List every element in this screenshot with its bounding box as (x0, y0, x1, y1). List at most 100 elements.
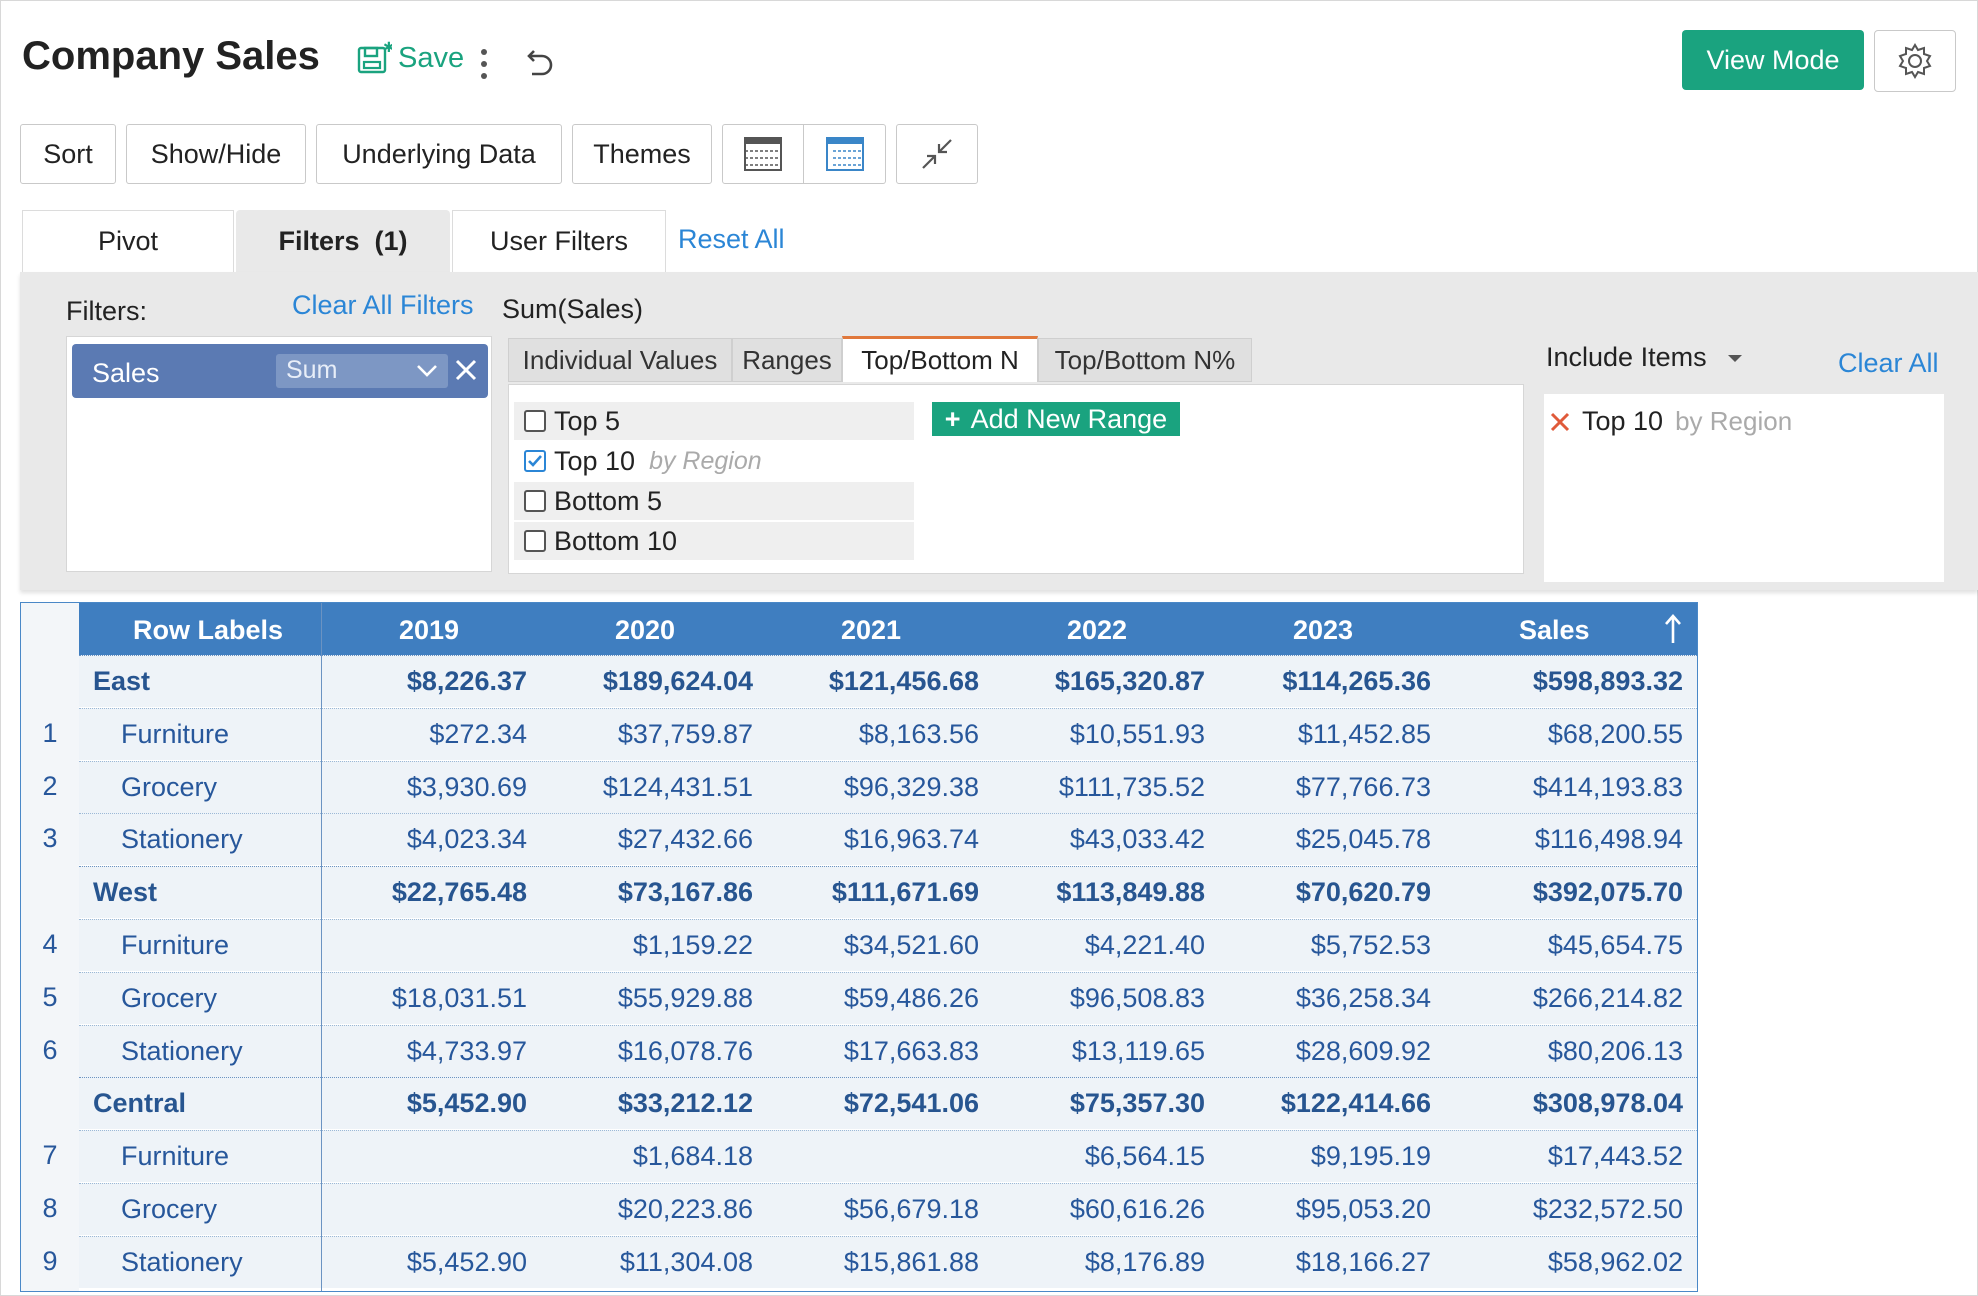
sort-button[interactable]: Sort (20, 124, 116, 184)
table-row[interactable]: Grocery $3,930.69 $124,431.51 $96,329.38 $11… (79, 760, 1697, 813)
tab-user-filters[interactable]: User Filters (452, 210, 666, 272)
view-mode-button[interactable]: View Mode (1682, 30, 1864, 90)
subtab-ranges[interactable]: Ranges (732, 338, 842, 382)
table-row[interactable]: Stationery $4,023.34 $27,432.66 $16,963.74 $… (79, 813, 1697, 866)
value-cell: $60,616.26 (1069, 1194, 1205, 1224)
subtab-top-bottom-n[interactable]: Top/Bottom N (842, 336, 1038, 382)
show-hide-button[interactable]: Show/Hide (126, 124, 306, 184)
table-row[interactable]: Stationery $4,733.97 $16,078.76 $17,663.83 $… (79, 1024, 1697, 1077)
value-cell: $20,223.86 (617, 1194, 753, 1224)
value-cell: $13,119.65 (1071, 1035, 1205, 1066)
value-cell: $80,206.13 (1547, 1035, 1683, 1066)
row-number: 3 (42, 823, 58, 854)
save-label: Save (398, 41, 465, 74)
table-row[interactable]: Furniture $1,684.18 $6,564.15 $9,195.19 $17,… (79, 1130, 1697, 1183)
value-cell: $18,166.27 (1295, 1246, 1431, 1277)
tab-pivot[interactable]: Pivot (22, 210, 234, 272)
table-layout-button[interactable] (722, 124, 804, 184)
header-2023[interactable]: 2023 (1293, 615, 1354, 645)
remove-filter-icon[interactable] (454, 358, 478, 382)
value-cell: $72,541.06 (843, 1088, 979, 1119)
value-cell: $392,075.70 (1532, 877, 1683, 908)
group-row[interactable]: West $22,765.48 $73,167.86 $111,671.69 $113,… (79, 866, 1697, 919)
table-row[interactable]: Grocery $18,031.51 $55,929.88 $59,486.26 $96… (79, 971, 1697, 1024)
value-cell: $8,226.37 (406, 666, 527, 696)
include-items-dropdown[interactable]: Include Items (1546, 342, 1745, 373)
option-bottom-10[interactable]: Bottom 10 (514, 522, 914, 560)
option-suffix: by Region (649, 446, 762, 475)
value-cell: $75,357.30 (1069, 1088, 1205, 1119)
clear-all-filters-link[interactable]: Clear All Filters (292, 290, 474, 320)
row-label: Stationery (121, 824, 243, 855)
value-cell: $4,221.40 (1084, 930, 1205, 960)
value-cell: $189,624.04 (602, 666, 753, 696)
value-cell: $18,031.51 (391, 982, 527, 1013)
tab-filters[interactable]: Filters (1) (236, 210, 450, 272)
sort-ascending-icon[interactable] (1663, 613, 1683, 645)
checkbox[interactable] (524, 490, 546, 512)
header-sales[interactable]: Sales (1519, 615, 1590, 645)
reset-all-link[interactable]: Reset All (678, 224, 785, 254)
value-cell: $56,679.18 (843, 1194, 979, 1224)
value-cell: $68,200.55 (1547, 718, 1683, 749)
subtab-individual-values[interactable]: Individual Values (508, 338, 732, 382)
included-item: Top 10 by Region (1548, 406, 1792, 437)
header-2020[interactable]: 2020 (615, 615, 676, 645)
value-cell: $414,193.83 (1532, 771, 1683, 802)
value-cell: $28,609.92 (1295, 1035, 1431, 1066)
value-cell: $121,456.68 (828, 666, 979, 696)
row-label: Furniture (121, 930, 230, 960)
table-row[interactable]: Grocery $20,223.86 $56,679.18 $60,616.26 $95… (79, 1183, 1697, 1235)
more-options-icon[interactable] (474, 44, 494, 84)
aggregation-dropdown[interactable]: Sum (276, 354, 448, 388)
row-label: Grocery (121, 982, 218, 1013)
row-label: Grocery (121, 771, 218, 802)
row-number: 6 (42, 1034, 58, 1065)
add-new-range-button[interactable]: + Add New Range (932, 402, 1180, 436)
group-row[interactable]: East $8,226.37 $189,624.04 $121,456.68 $165,… (79, 655, 1697, 707)
option-top-10[interactable]: Top 10 by Region (514, 442, 914, 480)
row-label: Furniture (121, 1141, 230, 1172)
value-cell: $58,962.02 (1547, 1246, 1683, 1277)
included-item-suffix: by Region (1675, 406, 1793, 436)
table-row[interactable]: Furniture $1,159.22 $34,521.60 $4,221.40 $5,… (79, 919, 1697, 971)
option-top-5[interactable]: Top 5 (514, 402, 914, 440)
sales-filter-pill[interactable]: Sales Sum (72, 344, 488, 398)
subtab-top-bottom-n-percent[interactable]: Top/Bottom N% (1038, 338, 1252, 382)
compact-layout-button[interactable] (804, 124, 886, 184)
clear-all-link[interactable]: Clear All (1838, 348, 1939, 378)
value-cell: $27,432.66 (617, 824, 753, 855)
settings-button[interactable] (1874, 30, 1956, 92)
value-cell: $5,452.90 (406, 1088, 527, 1119)
value-cell: $272.34 (429, 718, 527, 749)
option-bottom-5[interactable]: Bottom 5 (514, 482, 914, 520)
undo-icon[interactable] (520, 46, 556, 82)
value-cell: $96,508.83 (1069, 982, 1205, 1013)
checkbox[interactable] (524, 530, 546, 552)
option-label: Top 5 (554, 405, 621, 436)
underlying-data-button[interactable]: Underlying Data (316, 124, 562, 184)
group-row[interactable]: Central $5,452.90 $33,212.12 $72,541.06 $75,… (79, 1077, 1697, 1130)
header-2019[interactable]: 2019 (399, 615, 460, 645)
included-item-label: Top 10 (1582, 406, 1664, 436)
header-2022[interactable]: 2022 (1067, 615, 1128, 645)
value-cell: $122,414.66 (1280, 1088, 1431, 1119)
checkbox-checked[interactable] (524, 450, 546, 472)
row-label: Stationery (121, 1246, 243, 1277)
value-cell: $11,304.08 (619, 1246, 753, 1277)
value-cell: $6,564.15 (1084, 1141, 1205, 1172)
remove-item-icon[interactable] (1548, 410, 1572, 434)
themes-button[interactable]: Themes (572, 124, 712, 184)
header-row-labels[interactable]: Row Labels (133, 615, 284, 645)
save-button[interactable]: ✱ Save (356, 40, 464, 76)
value-cell: $37,759.87 (617, 718, 753, 749)
header-2021[interactable]: 2021 (841, 615, 902, 645)
check-icon (528, 455, 542, 467)
table-row[interactable]: Stationery $5,452.90 $11,304.08 $15,861.88 $… (79, 1235, 1697, 1288)
collapse-button[interactable] (896, 124, 978, 184)
value-cell: $96,329.38 (843, 771, 979, 802)
option-label: Bottom 10 (554, 525, 678, 556)
checkbox[interactable] (524, 410, 546, 432)
value-cell: $232,572.50 (1532, 1194, 1683, 1224)
table-row[interactable]: Furniture $272.34 $37,759.87 $8,163.56 $10,5… (79, 707, 1697, 760)
